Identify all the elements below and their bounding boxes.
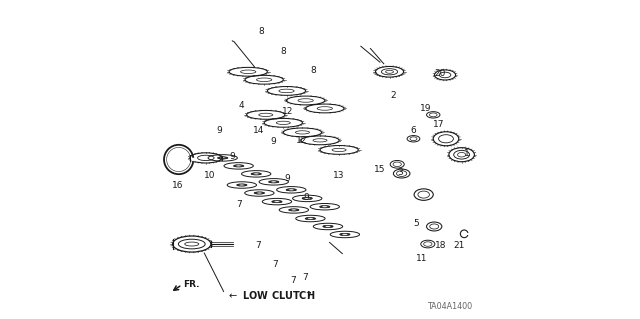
Text: 9: 9 [285, 174, 291, 183]
Text: 3: 3 [397, 168, 403, 177]
Text: 20: 20 [435, 69, 446, 78]
Text: 1: 1 [464, 149, 470, 158]
Text: 21: 21 [454, 241, 465, 250]
Text: 6: 6 [410, 126, 416, 135]
Text: 11: 11 [416, 254, 427, 263]
Text: 17: 17 [433, 120, 444, 129]
Text: 9: 9 [303, 193, 309, 202]
Text: 2: 2 [390, 91, 396, 100]
Text: 7: 7 [290, 276, 296, 285]
Text: 8: 8 [280, 47, 286, 56]
Text: 18: 18 [435, 241, 446, 250]
Text: 14: 14 [253, 126, 264, 135]
Text: FR.: FR. [183, 280, 199, 289]
Text: 7: 7 [255, 241, 260, 250]
Text: 19: 19 [420, 104, 431, 113]
Text: 15: 15 [374, 165, 385, 174]
Text: 7: 7 [305, 292, 311, 301]
Text: 13: 13 [333, 171, 344, 180]
Text: 8: 8 [311, 66, 317, 75]
Text: 12: 12 [282, 107, 293, 116]
Text: 4: 4 [238, 101, 244, 110]
Text: 12: 12 [296, 136, 307, 145]
Text: 16: 16 [172, 181, 183, 189]
Text: 9: 9 [216, 126, 222, 135]
Text: 5: 5 [413, 219, 419, 228]
Text: 9: 9 [229, 152, 235, 161]
Text: 9: 9 [270, 137, 276, 146]
Text: $\leftarrow$ LOW CLUTCH: $\leftarrow$ LOW CLUTCH [227, 289, 315, 301]
Text: 7: 7 [236, 200, 242, 209]
Text: 10: 10 [204, 171, 215, 180]
Text: TA04A1400: TA04A1400 [428, 302, 472, 311]
Text: 7: 7 [273, 260, 278, 269]
Text: 8: 8 [258, 27, 264, 36]
Text: 7: 7 [302, 273, 308, 282]
